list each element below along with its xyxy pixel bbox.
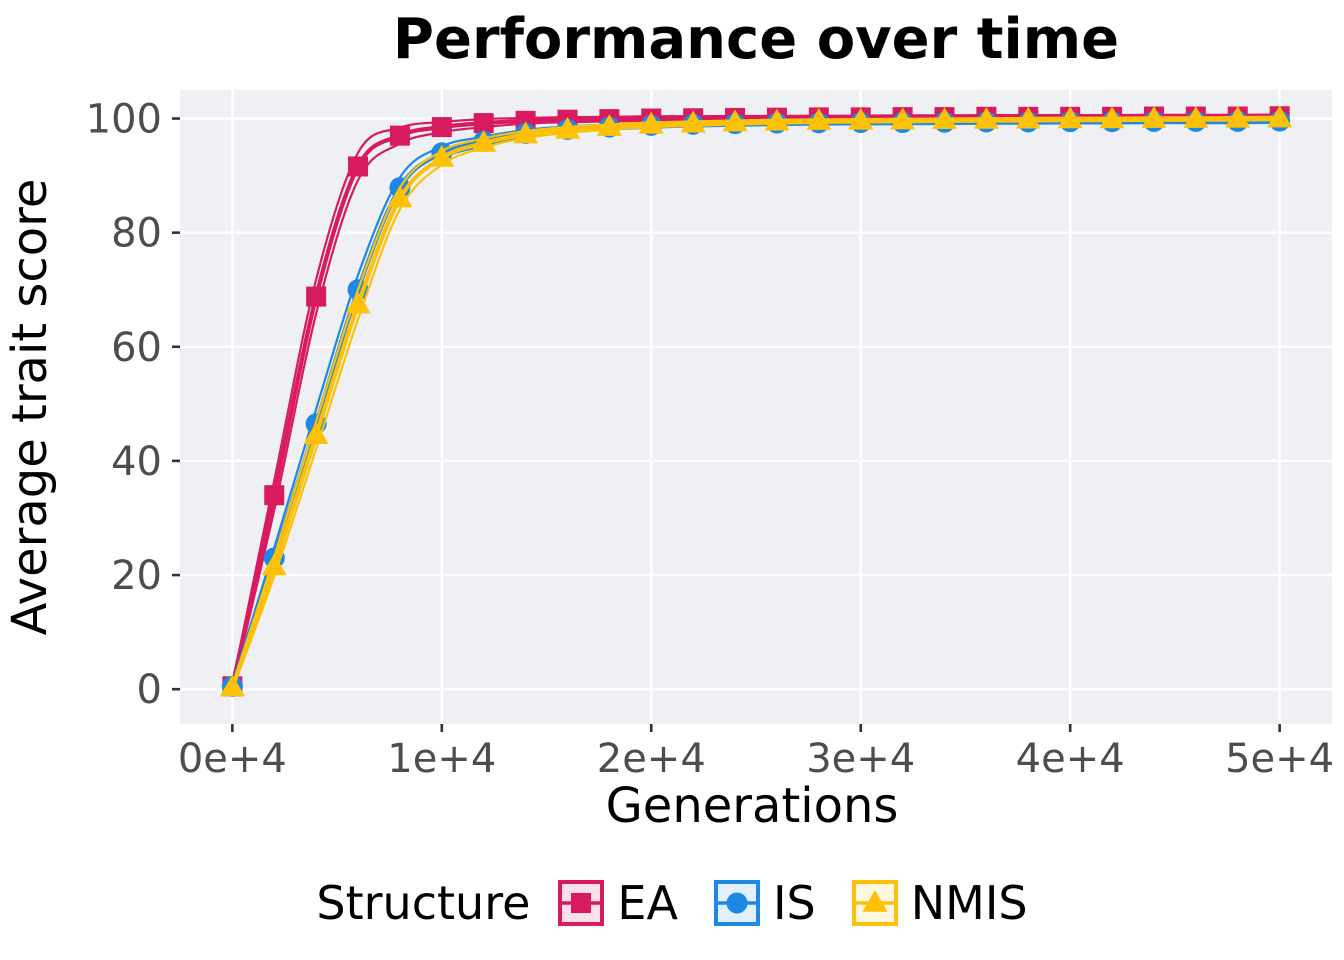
marker-triangle-nmis [219, 674, 245, 697]
marker-triangle-nmis [554, 116, 580, 139]
marker-square-ea [306, 286, 327, 307]
x-tick-label: 3e+4 [806, 736, 915, 782]
marker-triangle-nmis [1057, 106, 1083, 129]
marker-triangle-nmis [848, 107, 874, 130]
legend-key-ea [558, 879, 605, 926]
marker-triangle-nmis [764, 108, 790, 131]
marker-square-ea [389, 125, 410, 146]
legend-item-is: IS [713, 875, 816, 930]
legend-label-nmis: NMIS [910, 875, 1028, 930]
marker-triangle-nmis [806, 108, 832, 130]
marker-square-ea [264, 485, 285, 506]
x-tick-label: 2e+4 [597, 736, 706, 782]
legend-item-ea: EA [558, 876, 678, 930]
marker-triangle-nmis [973, 106, 999, 129]
legend-marker-circle-icon [726, 892, 748, 913]
marker-triangle-nmis [1099, 106, 1125, 129]
legend-items: EA IS NMIS [558, 875, 1028, 930]
y-tick-label: 0 [137, 667, 162, 713]
y-tick-label: 60 [111, 325, 162, 371]
marker-triangle-nmis [1183, 106, 1209, 128]
x-tick-label: 5e+4 [1225, 736, 1334, 782]
marker-triangle-nmis [429, 144, 455, 167]
legend-item-nmis: NMIS [851, 875, 1028, 930]
y-axis-title: Average trait score [2, 179, 58, 636]
legend: Structure EA IS NMIS [0, 845, 1344, 960]
marker-triangle-nmis [387, 185, 413, 208]
marker-triangle-nmis [932, 107, 958, 130]
panel-background [180, 90, 1332, 724]
x-tick-label: 4e+4 [1016, 736, 1125, 782]
y-tick-label: 80 [111, 211, 162, 257]
marker-triangle-nmis [1267, 105, 1293, 128]
y-tick-label: 40 [111, 439, 162, 485]
marker-triangle-nmis [638, 111, 664, 134]
legend-title: Structure [316, 875, 531, 930]
marker-square-ea [431, 117, 452, 138]
legend-label-is: IS [772, 875, 816, 930]
marker-triangle-nmis [890, 107, 916, 130]
legend-key-is [713, 879, 760, 926]
marker-triangle-nmis [1225, 105, 1251, 128]
marker-square-ea [473, 113, 494, 134]
x-tick-label: 0e+4 [178, 736, 287, 782]
chart-title: Performance over time [393, 7, 1119, 72]
marker-triangle-nmis [1141, 106, 1167, 128]
marker-triangle-nmis [1015, 106, 1041, 129]
marker-triangle-nmis [303, 422, 329, 445]
marker-triangle-nmis [345, 291, 371, 314]
x-tick-label: 1e+4 [387, 736, 496, 782]
marker-triangle-nmis [596, 114, 622, 136]
legend-marker-triangle-icon [862, 889, 888, 912]
y-tick-label: 100 [86, 97, 162, 143]
marker-triangle-nmis [513, 121, 539, 144]
marker-triangle-nmis [261, 553, 287, 576]
marker-triangle-nmis [680, 110, 706, 133]
mean-line-nmis [230, 116, 1282, 690]
marker-triangle-nmis [722, 109, 748, 132]
marker-triangle-nmis [471, 130, 497, 152]
legend-key-nmis [851, 879, 898, 926]
legend-marker-square-icon [571, 892, 592, 913]
plot-panel: 0 20 40 60 80 100 0e+4 1e+4 2e+4 3e+4 4e+4 5e+4 [86, 90, 1334, 782]
legend-label-ea: EA [617, 875, 678, 930]
plot-svg: 0 20 40 60 80 100 0e+4 1e+4 2e+4 3e+4 4e+4 5e+4 Per… [2, 7, 1334, 834]
marker-square-ea [348, 156, 369, 177]
y-tick-label: 20 [111, 553, 162, 599]
x-axis-title: Generations [606, 778, 899, 834]
